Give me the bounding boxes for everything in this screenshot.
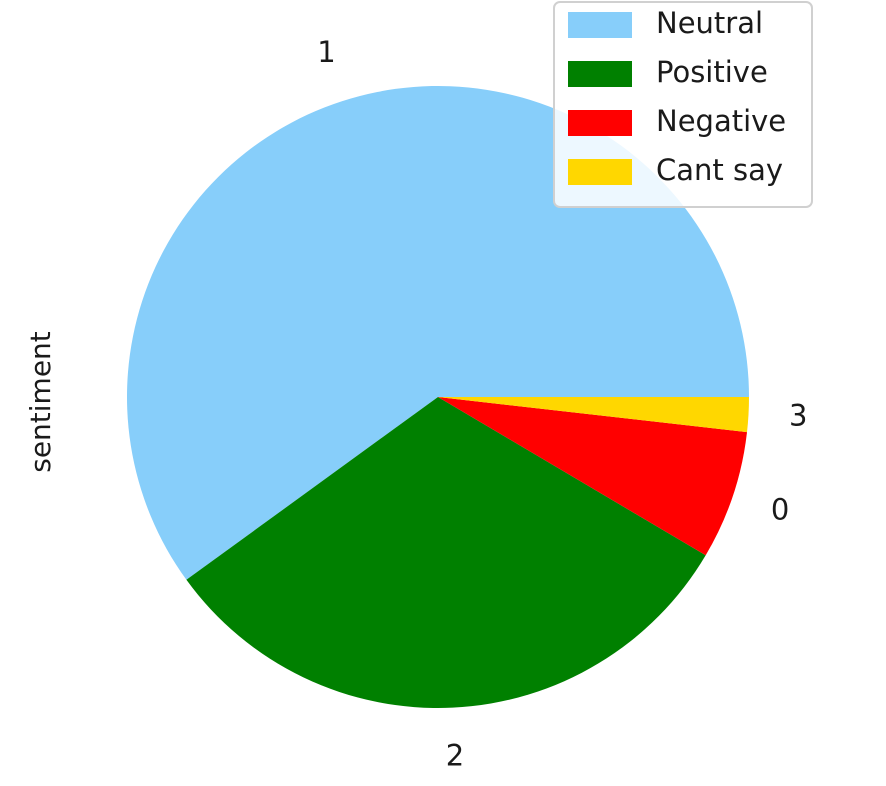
legend-frame	[553, 1, 813, 208]
pie-slice-0	[438, 397, 748, 556]
legend-label-cant-say: Cant say	[656, 153, 783, 187]
legend-label-neutral: Neutral	[656, 6, 763, 40]
pie-slice-3	[438, 397, 749, 433]
slice-label-0: 0	[771, 493, 789, 527]
legend-swatch-negative	[568, 110, 632, 136]
legend-swatch-neutral	[568, 12, 632, 38]
slice-labels: 1 2 0 3	[317, 35, 807, 772]
slice-label-1: 1	[317, 35, 335, 69]
pie-slice-1	[126, 85, 749, 580]
pie-slices	[126, 85, 749, 708]
slice-label-2: 2	[446, 738, 464, 772]
slice-label-3: 3	[789, 398, 807, 432]
legend-label-negative: Negative	[656, 104, 786, 138]
legend-swatch-positive	[568, 61, 632, 87]
y-axis-label: sentiment	[24, 331, 57, 473]
legend-swatch-cant-say	[568, 159, 632, 185]
legend-entries: Neutral Positive Negative Cant say	[568, 6, 786, 187]
legend: Neutral Positive Negative Cant say	[553, 1, 813, 208]
pie-slice-2	[186, 397, 706, 708]
legend-label-positive: Positive	[656, 55, 768, 89]
